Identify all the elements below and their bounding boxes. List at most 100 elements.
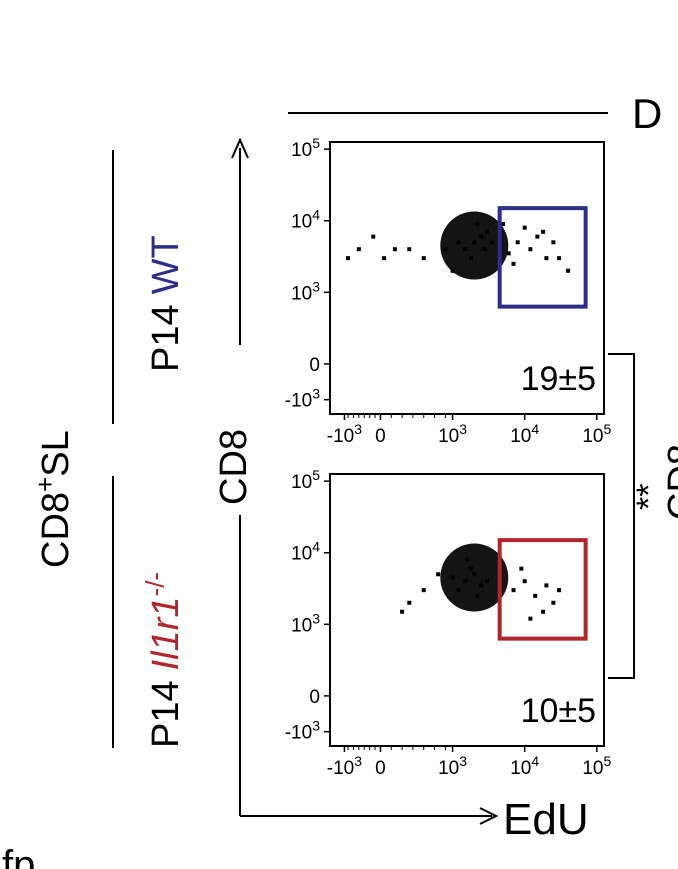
y-tick-label: 104 (291, 539, 320, 565)
x-tick-label: -103 (327, 753, 362, 779)
x-tick-label: 105 (582, 753, 611, 779)
x-tick-label: 105 (582, 421, 611, 447)
gate-label: 19±5 (521, 360, 596, 398)
x-arrow-head (479, 807, 499, 825)
y-tick-label: 104 (291, 207, 320, 233)
data-point (472, 240, 477, 245)
data-point (450, 575, 455, 580)
data-point (528, 616, 533, 621)
data-point (456, 240, 461, 245)
data-point (566, 268, 571, 273)
data-point (541, 609, 546, 614)
data-point (407, 600, 412, 605)
y-tick-label: 0 (309, 687, 320, 708)
row-group-label-main: CD8 (35, 492, 77, 568)
y-tick-label: -103 (285, 718, 320, 744)
row-group-label-sup: + (30, 477, 60, 492)
gate-box (497, 538, 588, 641)
data-point (450, 268, 455, 273)
data-point (400, 609, 405, 614)
density-cluster (440, 543, 509, 612)
plot-frame (329, 473, 605, 747)
genotype-ko-sup: -/- (140, 572, 170, 597)
data-point (484, 579, 489, 584)
y-tick-label: 103 (291, 610, 320, 636)
data-point (541, 229, 546, 234)
genotype-wt-label: P14 WT (145, 235, 187, 372)
gate-box (497, 206, 588, 309)
x-tick-label: 0 (375, 758, 386, 779)
y-tick-label: 0 (309, 355, 320, 376)
data-point (382, 256, 387, 261)
data-point (472, 572, 477, 577)
x-tick-label: 103 (438, 753, 467, 779)
data-point (456, 588, 461, 593)
genotype-ko-name: Il1r1 (145, 596, 187, 670)
data-point (484, 229, 489, 234)
data-point (533, 593, 538, 598)
data-point (463, 247, 468, 252)
data-point (544, 583, 549, 588)
data-point (528, 247, 533, 252)
data-point (421, 256, 426, 261)
genotype-wt-name: WT (145, 235, 187, 294)
flow-panel-wt: 19±5 -103 0 103 104 105 105 104 103 0 -103 (285, 135, 612, 447)
flow-panels: 19±5 -103 0 103 104 105 105 104 103 0 -103 10±5 -103… (285, 135, 612, 779)
genotype-wt-prefix: P14 (145, 304, 187, 372)
data-point (443, 247, 448, 252)
plot-frame (329, 141, 605, 415)
data-point (500, 222, 505, 227)
data-point (482, 247, 487, 252)
data-point (463, 579, 468, 584)
y-tick-label: 103 (291, 278, 320, 304)
data-point (519, 566, 524, 571)
data-point (479, 234, 484, 239)
data-point (475, 222, 480, 227)
data-point (468, 256, 473, 261)
row-group-label: CD8+SL (30, 430, 77, 568)
data-point (535, 234, 540, 239)
data-point (557, 256, 562, 261)
x-tick-label: 0 (375, 426, 386, 447)
significance-stars: ** (630, 484, 668, 510)
density-cluster (440, 211, 509, 280)
gate-label: 10±5 (521, 692, 596, 730)
data-point (371, 234, 376, 239)
data-point (522, 579, 527, 584)
data-point (468, 566, 473, 571)
data-point (511, 261, 516, 266)
x-axis-label: EdU (503, 795, 589, 844)
data-point (551, 600, 556, 605)
y-axis-label: CD8 (213, 429, 255, 505)
data-point (436, 572, 441, 577)
data-point (475, 593, 480, 598)
x-tick-label: 104 (510, 753, 539, 779)
data-point (551, 240, 556, 245)
bottom-left-partial-text: fp (2, 843, 35, 869)
data-point (407, 247, 412, 252)
data-point (356, 247, 361, 252)
y-tick-label: -103 (285, 386, 320, 412)
flow-panel-ko: 10±5 -103 0 103 104 105 105 104 103 0 -103 (285, 467, 612, 779)
genotype-ko-label: P14 Il1r1-/- (140, 572, 187, 748)
data-point (346, 256, 351, 261)
data-point (522, 225, 527, 230)
x-tick-label: 103 (438, 421, 467, 447)
y-tick-label: 105 (291, 135, 320, 161)
data-point (465, 557, 470, 562)
data-point (515, 240, 520, 245)
data-point (479, 583, 484, 588)
x-tick-label: 104 (510, 421, 539, 447)
y-tick-label: 105 (291, 467, 320, 493)
data-point (421, 588, 426, 593)
right-edge-partial-text: CD8 (661, 444, 678, 520)
x-tick-label: -103 (327, 421, 362, 447)
data-point (557, 588, 562, 593)
data-point (489, 240, 494, 245)
row-group-label-suffix: SL (35, 430, 77, 476)
genotype-ko-prefix: P14 (145, 680, 187, 748)
section-letter: D (632, 90, 662, 137)
y-arrow-head (231, 137, 249, 159)
data-point (506, 251, 511, 256)
